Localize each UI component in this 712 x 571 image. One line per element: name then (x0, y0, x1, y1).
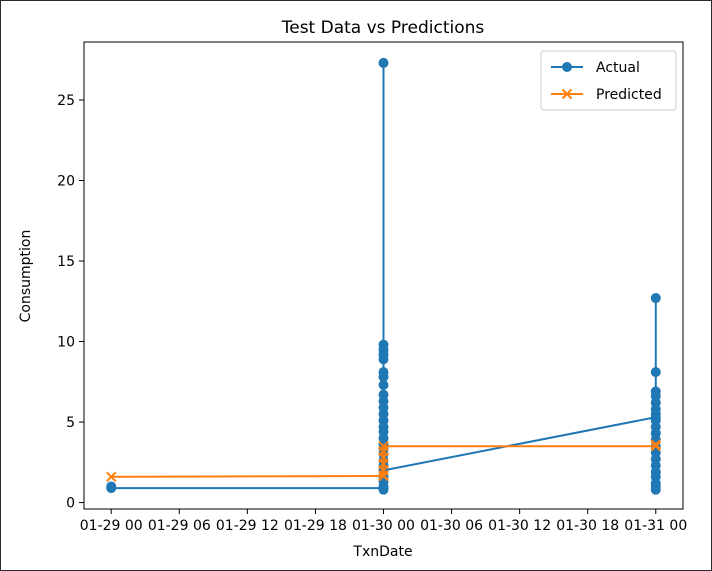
chart-title: Test Data vs Predictions (281, 18, 485, 38)
data-point-actual (378, 484, 389, 495)
data-point-predicted (378, 440, 389, 452)
legend-marker-actual (562, 62, 572, 72)
data-point-predicted (650, 440, 661, 452)
data-point-actual (650, 484, 661, 495)
x-axis-label: TxnDate (352, 544, 412, 560)
legend: Actual Predicted (540, 50, 677, 111)
x-tick-label: 01-29 18 (284, 518, 347, 534)
y-tick-label: 0 (66, 496, 75, 512)
data-point-actual (378, 354, 389, 365)
x-tick-label: 01-29 12 (216, 518, 279, 534)
x-tick-label: 01-30 06 (420, 518, 483, 534)
y-tick-label: 15 (57, 254, 75, 270)
legend-label-predicted: Predicted (596, 87, 662, 103)
y-tick-label: 20 (57, 173, 75, 189)
legend-frame (540, 50, 677, 111)
y-tick-label: 25 (57, 93, 75, 109)
data-point-actual (378, 380, 389, 391)
data-point-actual (378, 371, 389, 382)
data-point-actual (106, 483, 117, 494)
data-point-predicted (106, 471, 117, 483)
x-tick-label: 01-31 00 (624, 518, 687, 534)
x-tick-label: 01-29 00 (80, 518, 143, 534)
data-point-actual (378, 57, 389, 68)
legend-marker-predicted (561, 88, 573, 100)
y-axis-label: Consumption (18, 230, 34, 323)
data-point-actual (650, 293, 661, 304)
x-tick-label: 01-30 18 (556, 518, 619, 534)
data-point-predicted (650, 439, 661, 450)
y-tick-label: 5 (66, 415, 75, 431)
y-tick-label: 10 (57, 335, 75, 351)
series-predicted (106, 439, 661, 483)
x-tick-label: 01-30 12 (488, 518, 551, 534)
legend-label-actual: Actual (596, 60, 640, 76)
plot-area: 01-29 00 01-29 06 01-29 12 01-29 18 01-30 00… (57, 41, 687, 534)
x-tick-label: 01-30 00 (352, 518, 415, 534)
data-point-actual (650, 367, 661, 378)
x-tick-label: 01-29 06 (148, 518, 211, 534)
